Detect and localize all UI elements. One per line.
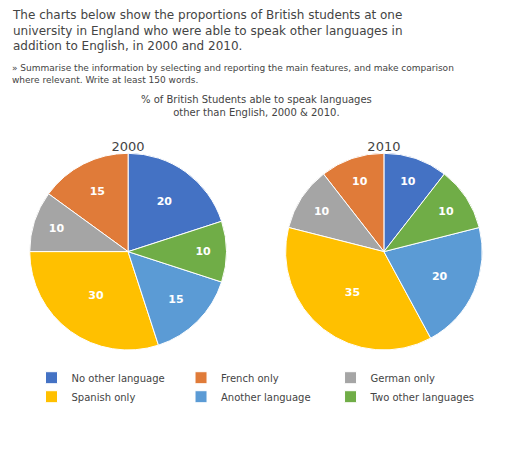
svg-text:German only: German only — [371, 373, 435, 384]
svg-text:The charts below show the prop: The charts below show the proportions of… — [12, 8, 402, 53]
svg-text:20: 20 — [432, 270, 448, 283]
svg-text:10: 10 — [49, 222, 65, 235]
svg-text:15: 15 — [90, 185, 105, 198]
svg-text:% of British Students able to: % of British Students able to speak lang… — [141, 94, 372, 118]
svg-text:2000: 2000 — [112, 139, 145, 154]
svg-text:10: 10 — [352, 175, 368, 188]
svg-text:20: 20 — [157, 195, 173, 208]
svg-text:10: 10 — [314, 205, 330, 218]
svg-text:Spanish only: Spanish only — [72, 392, 136, 403]
svg-text:No other language: No other language — [72, 373, 165, 384]
svg-text:Two other languages: Two other languages — [370, 392, 475, 403]
svg-text:10: 10 — [438, 205, 454, 218]
svg-text:French only: French only — [221, 373, 279, 384]
svg-text:10: 10 — [195, 245, 211, 258]
svg-text:» Summarise the information by: » Summarise the information by selecting… — [12, 63, 454, 85]
svg-text:35: 35 — [345, 286, 360, 299]
svg-text:2010: 2010 — [367, 139, 400, 154]
svg-text:Another language: Another language — [221, 392, 311, 403]
svg-text:15: 15 — [168, 293, 183, 306]
svg-text:10: 10 — [400, 175, 416, 188]
svg-text:30: 30 — [88, 289, 104, 302]
